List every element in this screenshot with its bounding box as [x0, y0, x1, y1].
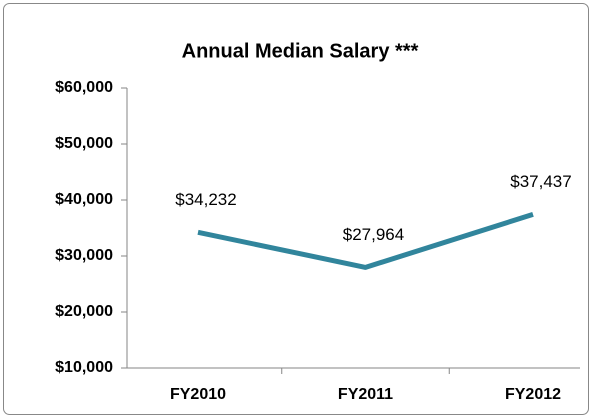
y-tick-label: $40,000 [55, 191, 113, 208]
y-tick-label: $10,000 [55, 359, 113, 376]
x-tick-label: FY2010 [170, 386, 226, 403]
data-label: $37,437 [510, 172, 571, 191]
y-tick-label: $30,000 [55, 247, 113, 264]
y-tick-label: $50,000 [55, 135, 113, 152]
data-label: $27,964 [343, 225, 404, 244]
y-tick-label: $60,000 [55, 79, 113, 96]
chart-border [3, 3, 589, 415]
y-tick-label: $20,000 [55, 303, 113, 320]
chart-title: Annual Median Salary *** [182, 40, 419, 62]
line [197, 211, 534, 270]
x-tick-label: FY2011 [338, 386, 393, 403]
x-tick-label: FY2012 [505, 386, 561, 403]
data-label: $34,232 [175, 190, 236, 209]
